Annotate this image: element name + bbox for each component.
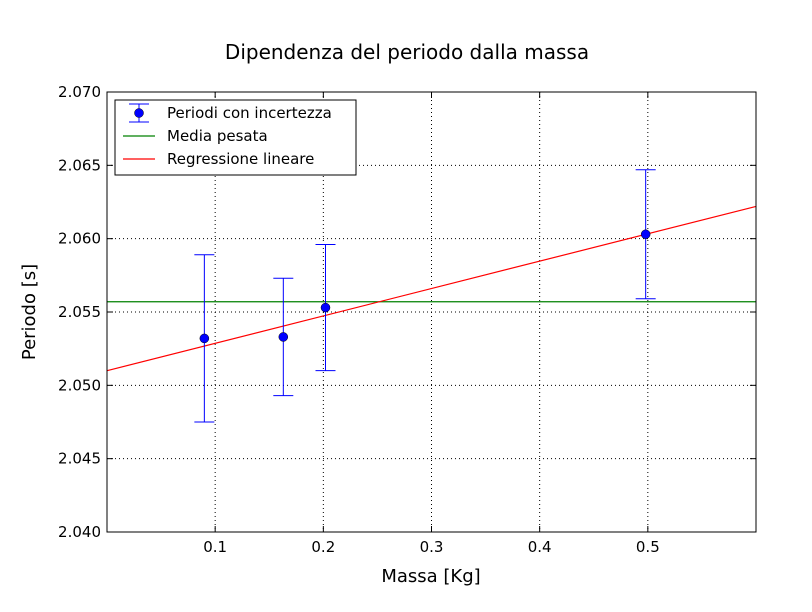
x-tick-label: 0.2 <box>311 538 335 556</box>
y-tick-label: 2.070 <box>58 83 101 101</box>
plot-data <box>106 169 757 423</box>
data-point <box>278 332 289 342</box>
x-axis-label: Massa [Kg] <box>381 566 480 587</box>
legend-label: Regressione lineare <box>167 150 314 168</box>
y-tick-label: 2.045 <box>58 450 101 468</box>
legend: Periodi con incertezza Media pesata Regres… <box>114 99 357 176</box>
y-axis-label: Periodo [s] <box>19 264 40 360</box>
chart-title: Dipendenza del periodo dalla massa <box>225 40 589 64</box>
axis-ticks: 0.1 0.2 0.3 0.4 0.5 2.040 2.045 2.050 2.055 2.060… <box>58 83 756 556</box>
x-tick-label: 0.3 <box>420 538 444 556</box>
legend-swatch-marker <box>134 108 144 118</box>
data-point <box>199 333 210 344</box>
y-tick-label: 2.055 <box>58 303 101 321</box>
x-tick-label: 0.4 <box>528 538 552 556</box>
y-tick-label: 2.065 <box>58 156 101 174</box>
x-tick-label: 0.1 <box>203 538 227 556</box>
grid <box>107 92 756 532</box>
data-point <box>320 302 331 313</box>
y-tick-label: 2.040 <box>58 523 101 541</box>
legend-label: Media pesata <box>167 127 268 145</box>
x-tick-label: 0.5 <box>636 538 660 556</box>
y-tick-label: 2.050 <box>58 376 101 394</box>
y-tick-label: 2.060 <box>58 230 101 248</box>
data-point <box>640 229 651 240</box>
legend-label: Periodi con incertezza <box>167 104 332 122</box>
legend-box <box>114 99 357 176</box>
